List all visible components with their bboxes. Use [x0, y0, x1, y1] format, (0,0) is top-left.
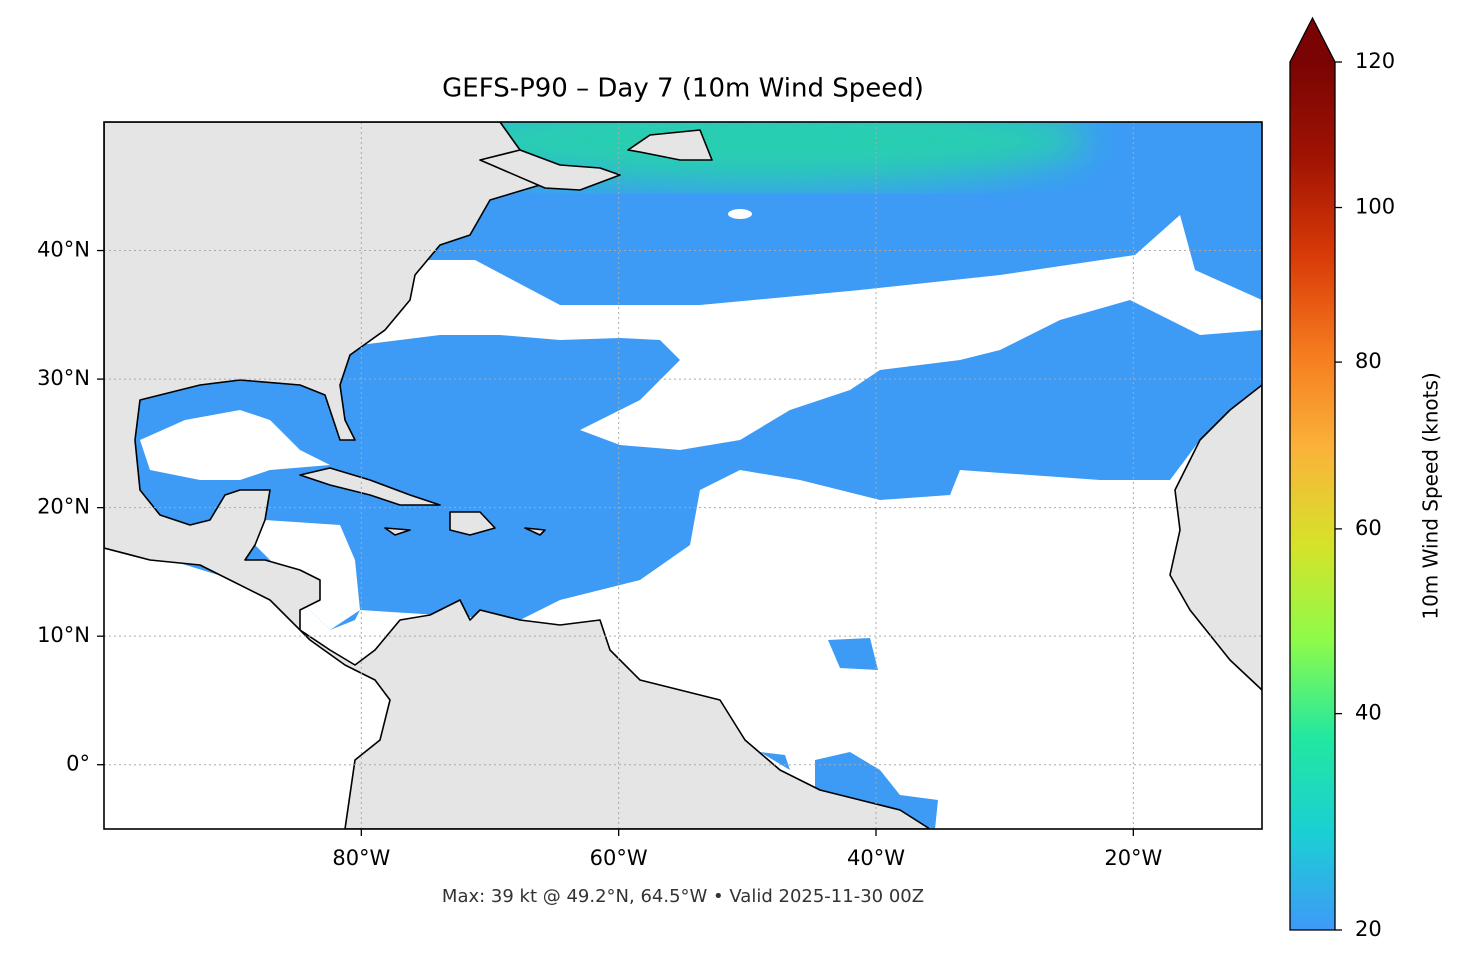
map-frame [103, 121, 1263, 830]
calm-area [140, 410, 330, 480]
land [479, 149, 621, 191]
land [384, 527, 546, 536]
land [449, 511, 496, 536]
x-tick-label: 20°W [1104, 846, 1162, 870]
land [627, 129, 713, 161]
land [104, 122, 931, 829]
colorbar-tick-label: 20 [1355, 917, 1382, 941]
colorbar [1290, 62, 1335, 930]
grid [104, 122, 1262, 829]
colorbar-tick-label: 100 [1355, 195, 1395, 219]
y-tick-label: 40°N [37, 238, 90, 262]
chart-title: GEFS-P90 – Day 7 (10m Wind Speed) [442, 74, 924, 104]
colorbar-tick-label: 120 [1355, 49, 1395, 73]
colorbar-tick-label: 80 [1355, 349, 1382, 373]
colorbar-tick-label: 40 [1355, 701, 1382, 725]
calm-area [728, 209, 752, 219]
y-tick-label: 0° [66, 752, 90, 776]
y-tick-label: 10°N [37, 623, 90, 647]
footer-note: Max: 39 kt @ 49.2°N, 64.5°W • Valid 2025… [442, 886, 924, 907]
y-tick-label: 20°N [37, 495, 90, 519]
x-tick-label: 80°W [332, 846, 390, 870]
land [1169, 384, 1262, 691]
colorbar-label: 10m Wind Speed (knots) [1419, 372, 1443, 619]
y-tick-label: 30°N [37, 366, 90, 390]
land [299, 467, 441, 506]
colorbar-frame [1289, 16, 1336, 931]
map [104, 122, 1262, 829]
x-tick-label: 40°W [847, 846, 905, 870]
calm-area [360, 215, 1262, 450]
wind-patch [828, 638, 878, 670]
colorbar-extension [1290, 18, 1335, 62]
x-tick-label: 60°W [590, 846, 648, 870]
colorbar-tick-label: 60 [1355, 516, 1382, 540]
